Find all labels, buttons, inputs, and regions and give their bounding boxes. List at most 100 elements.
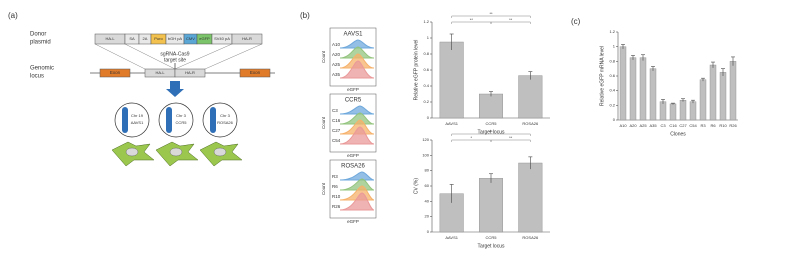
flow-ylabel: Count (321, 182, 326, 195)
x-axis-label: Target locus (478, 243, 505, 249)
x-tick-label: R26 (729, 123, 737, 128)
target-label: sgRNA-Cas9 (160, 51, 189, 57)
y-tick-label: 120 (422, 137, 429, 142)
homology-arm-label: HA-L (155, 70, 165, 75)
y-axis-label: Relative eGFP mRNA level (599, 46, 605, 106)
exon (99, 68, 131, 78)
significance-bracket (451, 139, 492, 142)
x-tick-label: ROSA26 (522, 235, 539, 240)
exon (239, 68, 271, 78)
flow-histogram (339, 105, 375, 115)
flow-histogram (339, 119, 375, 135)
x-tick-label: R6 (710, 123, 716, 128)
y-tick-label: 0.2 (423, 99, 429, 104)
clone-label: R10 (332, 194, 341, 199)
x-tick-label: A10 (619, 123, 627, 128)
flow-histogram (339, 192, 375, 211)
significance-label: ** (509, 17, 513, 22)
y-tick-label: 20 (425, 214, 430, 219)
panel-label: (a) (8, 11, 18, 20)
donor-label: Donor (30, 32, 46, 38)
x-tick-label: C27 (679, 123, 687, 128)
x-tick-label: A20 (629, 123, 637, 128)
locus-label: Genomic (30, 66, 54, 72)
plasmid-element-label: Puro (154, 36, 163, 41)
bar (699, 79, 707, 121)
y-tick-label: 1.2 (609, 29, 615, 34)
clone-label: A35 (332, 72, 341, 77)
bar (619, 46, 627, 121)
bar (689, 101, 697, 121)
flow-histogram (339, 126, 375, 145)
significance-bracket (490, 21, 531, 24)
x-tick-label: CCR5 (486, 121, 498, 126)
bar (518, 75, 543, 119)
y-tick-label: 40 (425, 198, 430, 203)
y-tick-label: 60 (425, 183, 430, 188)
x-tick-label: R3 (700, 123, 706, 128)
plasmid-element-label: CMV (186, 36, 195, 41)
x-tick-label: A35 (649, 123, 657, 128)
significance-label: ** (489, 129, 493, 134)
homology-arm (174, 68, 206, 78)
bar (719, 72, 727, 121)
significance-label: ** (509, 135, 513, 140)
bar (518, 162, 543, 233)
flow-xlabel: eGFP (347, 219, 359, 224)
significance-bracket (451, 21, 492, 24)
x-axis-label: Clones (670, 131, 686, 137)
y-tick-label: 1.2 (423, 19, 429, 24)
bar (659, 101, 667, 121)
flow-xlabel: eGFP (347, 153, 359, 158)
bar (669, 103, 677, 121)
plasmid-element-label: bGH pA (168, 36, 183, 41)
insert-arrow (166, 81, 184, 97)
bar (679, 99, 687, 121)
bar (729, 61, 737, 121)
bar (629, 57, 637, 121)
x-tick-label: C16 (669, 123, 677, 128)
flow-ylabel: Count (321, 50, 326, 63)
flow-histogram (339, 39, 375, 49)
flow-histogram (339, 46, 375, 59)
y-axis-label: Relative eGFP protein level (413, 40, 419, 101)
homology-arm-label: HA-R (185, 70, 195, 75)
x-tick-label: CCR5 (486, 235, 498, 240)
x-axis-label: Target locus (478, 129, 505, 135)
chromosome-label: Chr 3 (220, 113, 231, 118)
locus-name: AAVS1 (131, 120, 144, 125)
flow-histogram (339, 112, 375, 125)
flow-ylabel: Count (321, 116, 326, 129)
y-tick-label: 0.4 (609, 88, 615, 93)
significance-label: * (471, 135, 473, 140)
plasmid-element-label: HA-R (242, 36, 252, 41)
clone-label: R3 (332, 174, 338, 179)
x-tick-label: ROSA26 (522, 121, 539, 126)
clone-label: C54 (332, 138, 341, 143)
x-tick-label: R10 (719, 123, 727, 128)
y-tick-label: 1 (427, 35, 430, 40)
x-tick-label: AAVS1 (445, 235, 458, 240)
significance-label: ** (489, 11, 493, 16)
x-tick-label: C54 (689, 123, 697, 128)
exon-label: Exon (110, 70, 121, 75)
chromosome-label: Chr 3 (176, 113, 187, 118)
y-tick-label: 100 (422, 152, 429, 157)
y-tick-label: 1 (613, 44, 616, 49)
plasmid-element-label: eGFP (199, 36, 210, 41)
chromosome (166, 107, 172, 133)
significance-bracket (451, 15, 531, 18)
clone-label: R26 (332, 204, 341, 209)
plasmid-element-label: SV40 pA (214, 36, 230, 41)
y-tick-label: 80 (425, 168, 430, 173)
y-tick-label: 0.2 (609, 102, 615, 107)
flow-title: CCR5 (345, 98, 362, 104)
y-axis-label: CV (%) (413, 178, 419, 194)
exon-label: Exon (250, 70, 261, 75)
bar (639, 57, 647, 121)
connector (124, 43, 176, 70)
connector (94, 43, 146, 70)
significance-label: ** (470, 17, 474, 22)
bar (479, 178, 504, 233)
flow-xlabel: eGFP (347, 87, 359, 92)
